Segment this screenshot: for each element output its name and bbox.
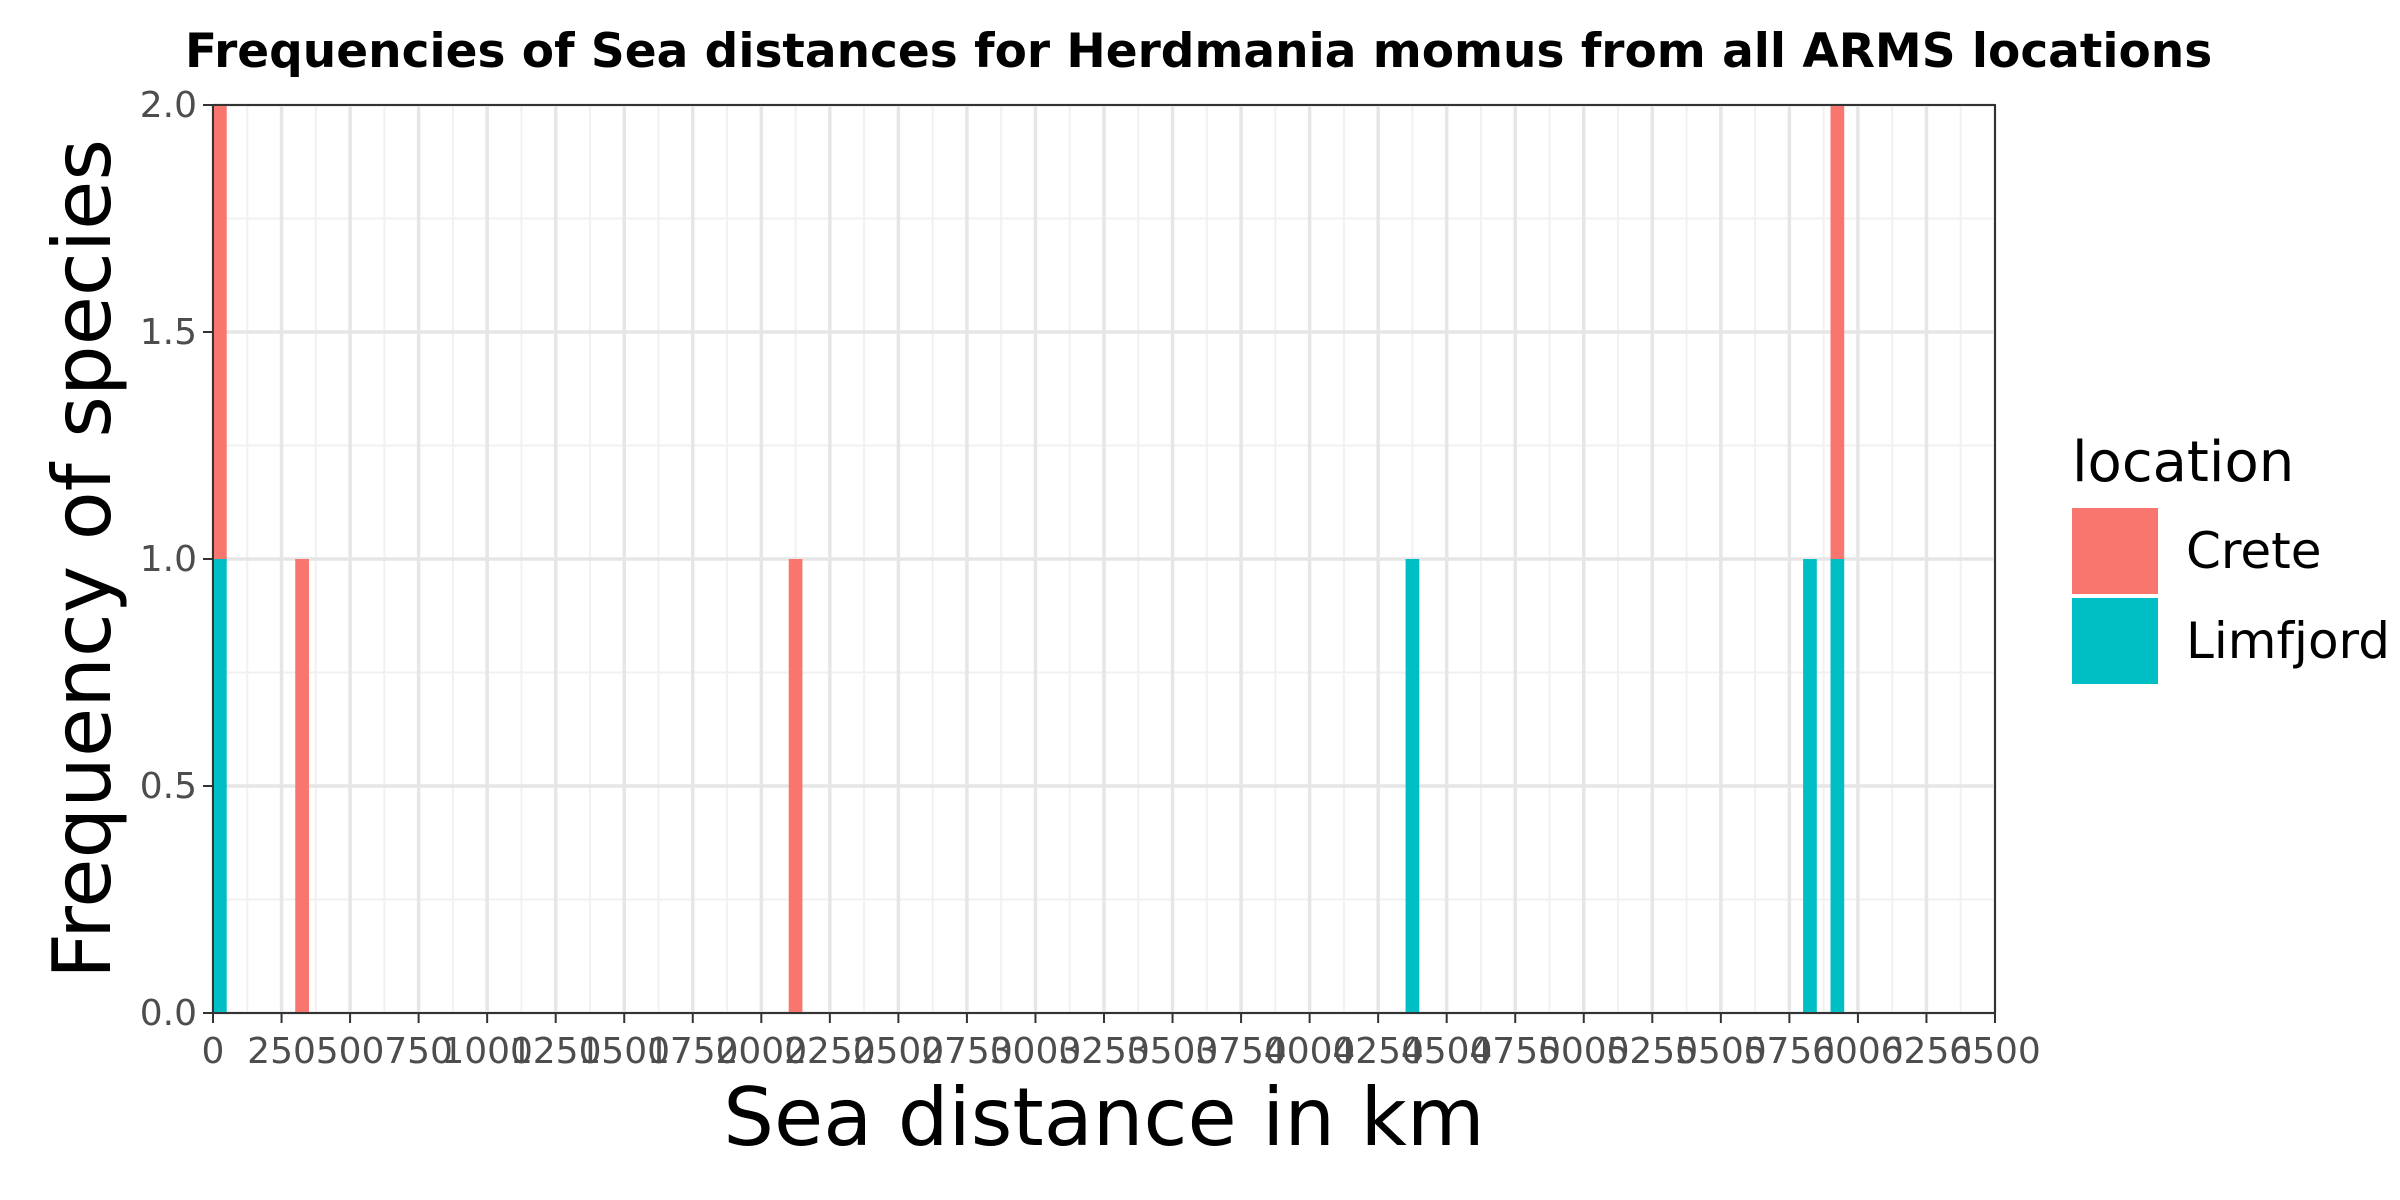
legend-title: location xyxy=(2072,430,2295,495)
x-tick-label: 750 xyxy=(384,1031,453,1072)
x-tick-label: 1500 xyxy=(578,1031,670,1072)
x-tick-label: 250 xyxy=(247,1031,316,1072)
y-tick-label: 1.5 xyxy=(140,312,197,353)
x-tick-label: 1000 xyxy=(441,1031,533,1072)
x-tick-label: 4250 xyxy=(1332,1031,1424,1072)
chart-title: Frequencies of Sea distances for Herdman… xyxy=(185,24,2213,79)
x-tick-label: 5750 xyxy=(1744,1031,1836,1072)
x-tick-label: 2000 xyxy=(715,1031,807,1072)
x-tick-label: 3000 xyxy=(990,1031,1082,1072)
x-tick-label: 5500 xyxy=(1675,1031,1767,1072)
bar-limfjord xyxy=(1405,559,1420,1013)
x-tick-label: 3750 xyxy=(1195,1031,1287,1072)
y-tick-label: 2.0 xyxy=(140,85,197,126)
bar-crete xyxy=(788,559,803,1013)
x-tick-label: 6500 xyxy=(1949,1031,2041,1072)
bar-limfjord xyxy=(1803,559,1817,1013)
bar-crete xyxy=(213,105,227,559)
x-tick-label: 2500 xyxy=(853,1031,945,1072)
x-tick-label: 4000 xyxy=(1264,1031,1356,1072)
y-tick-label: 1.0 xyxy=(140,539,197,580)
bar-crete xyxy=(295,559,309,1013)
x-tick-label: 6250 xyxy=(1881,1031,1973,1072)
bar-crete xyxy=(1830,105,1845,559)
legend-label-limfjord: Limfjord xyxy=(2186,612,2390,670)
x-tick-label: 1250 xyxy=(510,1031,602,1072)
x-tick-label: 4500 xyxy=(1401,1031,1493,1072)
bar-limfjord xyxy=(213,559,227,1013)
x-tick-label: 0 xyxy=(202,1031,225,1072)
x-tick-label: 6000 xyxy=(1812,1031,1904,1072)
x-axis-title: Sea distance in km xyxy=(723,1071,1484,1164)
x-tick-label: 3500 xyxy=(1127,1031,1219,1072)
x-tick-label: 5250 xyxy=(1606,1031,1698,1072)
x-tick-label: 2750 xyxy=(921,1031,1013,1072)
x-tick-label: 5000 xyxy=(1538,1031,1630,1072)
x-tick-label: 3250 xyxy=(1058,1031,1150,1072)
legend-swatch-crete xyxy=(2072,508,2158,594)
x-tick-label: 4750 xyxy=(1469,1031,1561,1072)
y-tick-label: 0.0 xyxy=(140,993,197,1034)
y-tick-label: 0.5 xyxy=(140,766,197,807)
x-tick-label: 2250 xyxy=(784,1031,876,1072)
legend-item-crete: Crete xyxy=(2072,507,2322,595)
legend-label-crete: Crete xyxy=(2186,522,2322,580)
legend-swatch-limfjord xyxy=(2072,598,2158,684)
y-axis-title: Frequency of species xyxy=(36,139,129,979)
x-tick-label: 1750 xyxy=(647,1031,739,1072)
legend-item-limfjord: Limfjord xyxy=(2072,597,2390,685)
x-tick-label: 500 xyxy=(316,1031,385,1072)
bar-limfjord xyxy=(1830,559,1845,1013)
